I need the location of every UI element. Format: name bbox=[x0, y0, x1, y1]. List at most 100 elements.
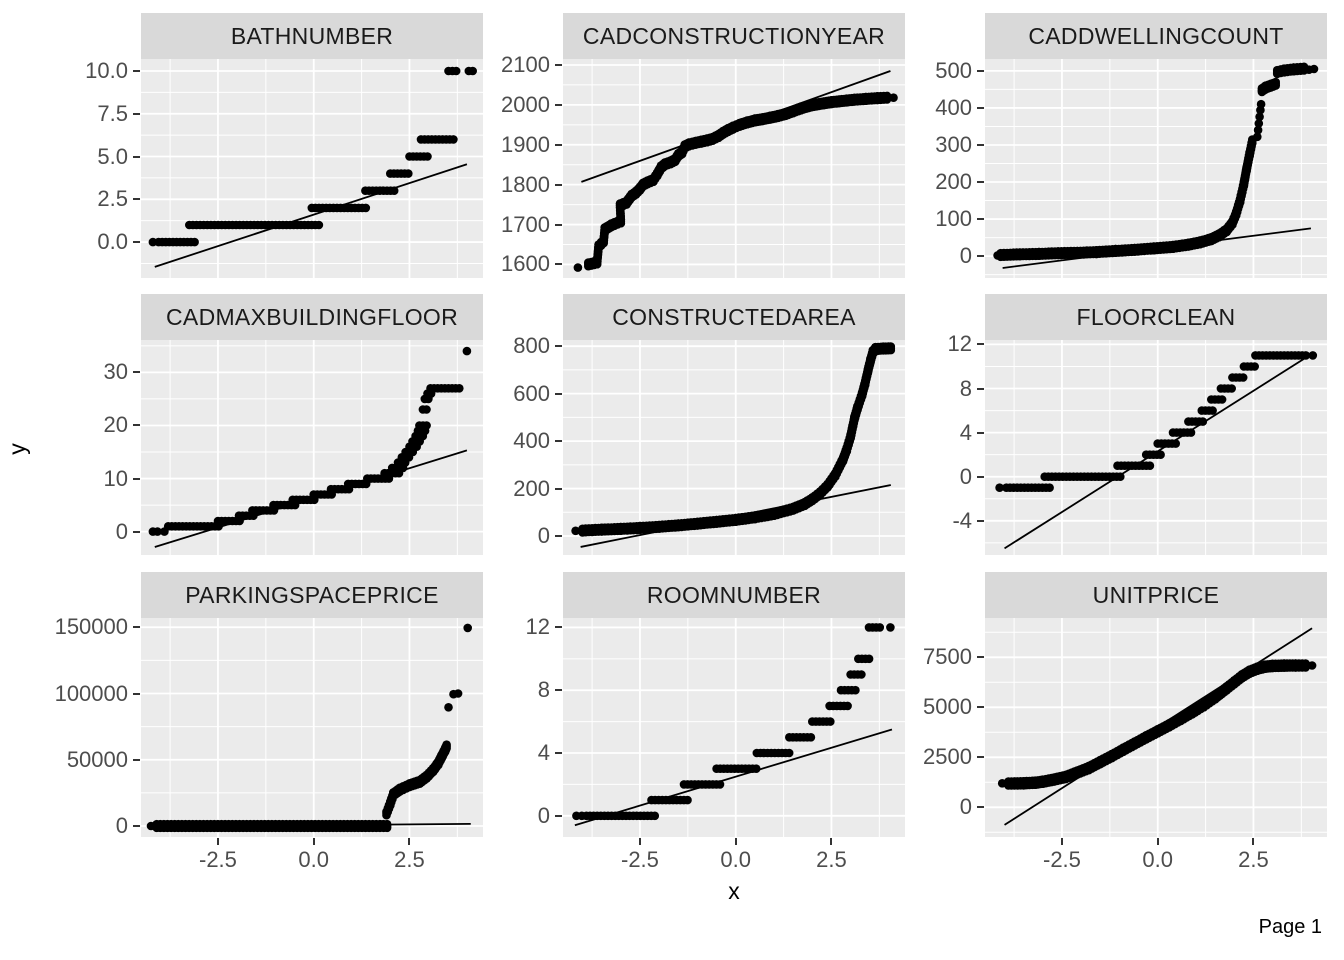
data-point bbox=[1238, 373, 1248, 382]
y-tick-label: 1800 bbox=[501, 171, 550, 197]
data-point bbox=[153, 527, 162, 536]
y-tick-mark bbox=[977, 519, 984, 522]
data-point bbox=[1301, 663, 1310, 672]
data-point bbox=[1256, 99, 1266, 109]
facet-strip-title: CADMAXBUILDINGFLOOR bbox=[166, 303, 458, 330]
y-tick-mark bbox=[555, 626, 562, 629]
data-point bbox=[442, 744, 451, 753]
data-point bbox=[875, 623, 885, 632]
y-tick-mark bbox=[133, 198, 140, 201]
y-tick-label: 0 bbox=[537, 523, 550, 548]
x-tick-mark bbox=[830, 838, 833, 845]
data-point bbox=[1186, 428, 1196, 437]
x-tick-label: 2.5 bbox=[394, 847, 425, 872]
y-tick-mark bbox=[555, 440, 562, 443]
data-point bbox=[314, 220, 324, 230]
y-tick-mark bbox=[977, 218, 984, 221]
data-point bbox=[1045, 483, 1054, 492]
facet-strip-title: FLOORCLEAN bbox=[1076, 303, 1236, 330]
y-tick-label: 800 bbox=[513, 333, 550, 359]
y-tick-label: 150000 bbox=[54, 614, 128, 640]
data-point bbox=[882, 95, 892, 104]
y-tick-label: 100 bbox=[935, 206, 972, 232]
y-tick-mark bbox=[977, 475, 984, 478]
data-point bbox=[422, 421, 431, 430]
y-tick-label: 400 bbox=[935, 94, 972, 120]
data-point bbox=[886, 623, 895, 632]
data-point bbox=[1227, 384, 1236, 393]
y-tick-label: 0 bbox=[115, 813, 128, 838]
y-tick-mark bbox=[555, 345, 562, 348]
facet-panel bbox=[985, 340, 1327, 555]
facet-panel bbox=[563, 618, 905, 837]
y-tick-label: 10.0 bbox=[85, 57, 128, 83]
y-tick-mark bbox=[133, 477, 140, 480]
data-point bbox=[843, 701, 852, 711]
y-tick-mark bbox=[555, 392, 562, 395]
y-tick-mark bbox=[555, 814, 562, 817]
data-point bbox=[1253, 125, 1263, 135]
data-point bbox=[1156, 450, 1165, 459]
data-point bbox=[453, 689, 463, 698]
y-tick-mark bbox=[555, 689, 562, 692]
x-tick-label: -2.5 bbox=[199, 847, 237, 872]
x-tick-mark bbox=[216, 838, 219, 845]
y-tick-mark bbox=[977, 106, 984, 109]
y-tick-mark bbox=[555, 752, 562, 754]
y-tick-label: 5000 bbox=[923, 694, 972, 720]
data-point bbox=[1309, 64, 1319, 74]
data-point bbox=[1307, 661, 1317, 670]
data-point bbox=[857, 670, 866, 679]
y-tick-label: 400 bbox=[513, 428, 550, 454]
y-tick-mark bbox=[133, 692, 140, 695]
data-point bbox=[997, 779, 1007, 788]
data-point bbox=[1253, 132, 1262, 142]
y-tick-label: 0 bbox=[959, 463, 972, 489]
y-tick-label: 2500 bbox=[923, 744, 972, 770]
facet-panel bbox=[563, 340, 905, 555]
facet-strip: CADCONSTRUCTIONYEAR bbox=[563, 13, 905, 59]
y-tick-mark bbox=[977, 255, 984, 258]
y-tick-label: 0 bbox=[537, 802, 550, 828]
data-point bbox=[1171, 439, 1180, 448]
y-tick-label: 10 bbox=[103, 465, 128, 491]
data-point bbox=[886, 345, 896, 355]
y-tick-label: 12 bbox=[947, 331, 972, 357]
data-point bbox=[577, 811, 587, 821]
data-point bbox=[1308, 351, 1318, 360]
facet-strip-title: CADDWELLINGCOUNT bbox=[1028, 22, 1284, 49]
data-point bbox=[1254, 119, 1264, 128]
data-point bbox=[1116, 472, 1125, 481]
data-point bbox=[382, 823, 392, 833]
facet-strip: CADDWELLINGCOUNT bbox=[985, 13, 1327, 59]
facet-strip: UNITPRICE bbox=[985, 572, 1327, 618]
data-point bbox=[1208, 406, 1217, 415]
y-tick-label: 600 bbox=[513, 380, 550, 406]
y-tick-label: 200 bbox=[935, 169, 972, 195]
x-axis-title: x bbox=[728, 878, 740, 904]
y-tick-label: 200 bbox=[513, 475, 550, 501]
facet-strip-title: CADCONSTRUCTIONYEAR bbox=[582, 22, 886, 49]
facet-panel bbox=[141, 340, 483, 555]
y-tick-label: 100000 bbox=[54, 680, 128, 706]
data-point bbox=[160, 527, 169, 536]
y-tick-mark bbox=[133, 758, 140, 761]
facet-strip: CONSTRUCTEDAREA bbox=[563, 294, 905, 340]
facet-panel bbox=[141, 59, 483, 278]
y-tick-label: 12 bbox=[525, 614, 550, 640]
data-point bbox=[422, 405, 431, 414]
data-point bbox=[1255, 112, 1264, 122]
data-point bbox=[463, 623, 473, 633]
data-point bbox=[683, 795, 692, 805]
data-point bbox=[864, 654, 874, 664]
data-point bbox=[404, 169, 413, 178]
y-tick-label: 0.0 bbox=[97, 229, 128, 255]
data-point bbox=[190, 237, 199, 247]
y-tick-mark bbox=[977, 143, 984, 146]
y-tick-label: 8 bbox=[537, 677, 550, 703]
data-point bbox=[573, 263, 583, 272]
y-tick-label: 300 bbox=[935, 131, 972, 157]
x-tick-label: 0.0 bbox=[298, 847, 330, 872]
y-tick-mark bbox=[133, 112, 140, 115]
y-tick-mark bbox=[977, 806, 984, 809]
